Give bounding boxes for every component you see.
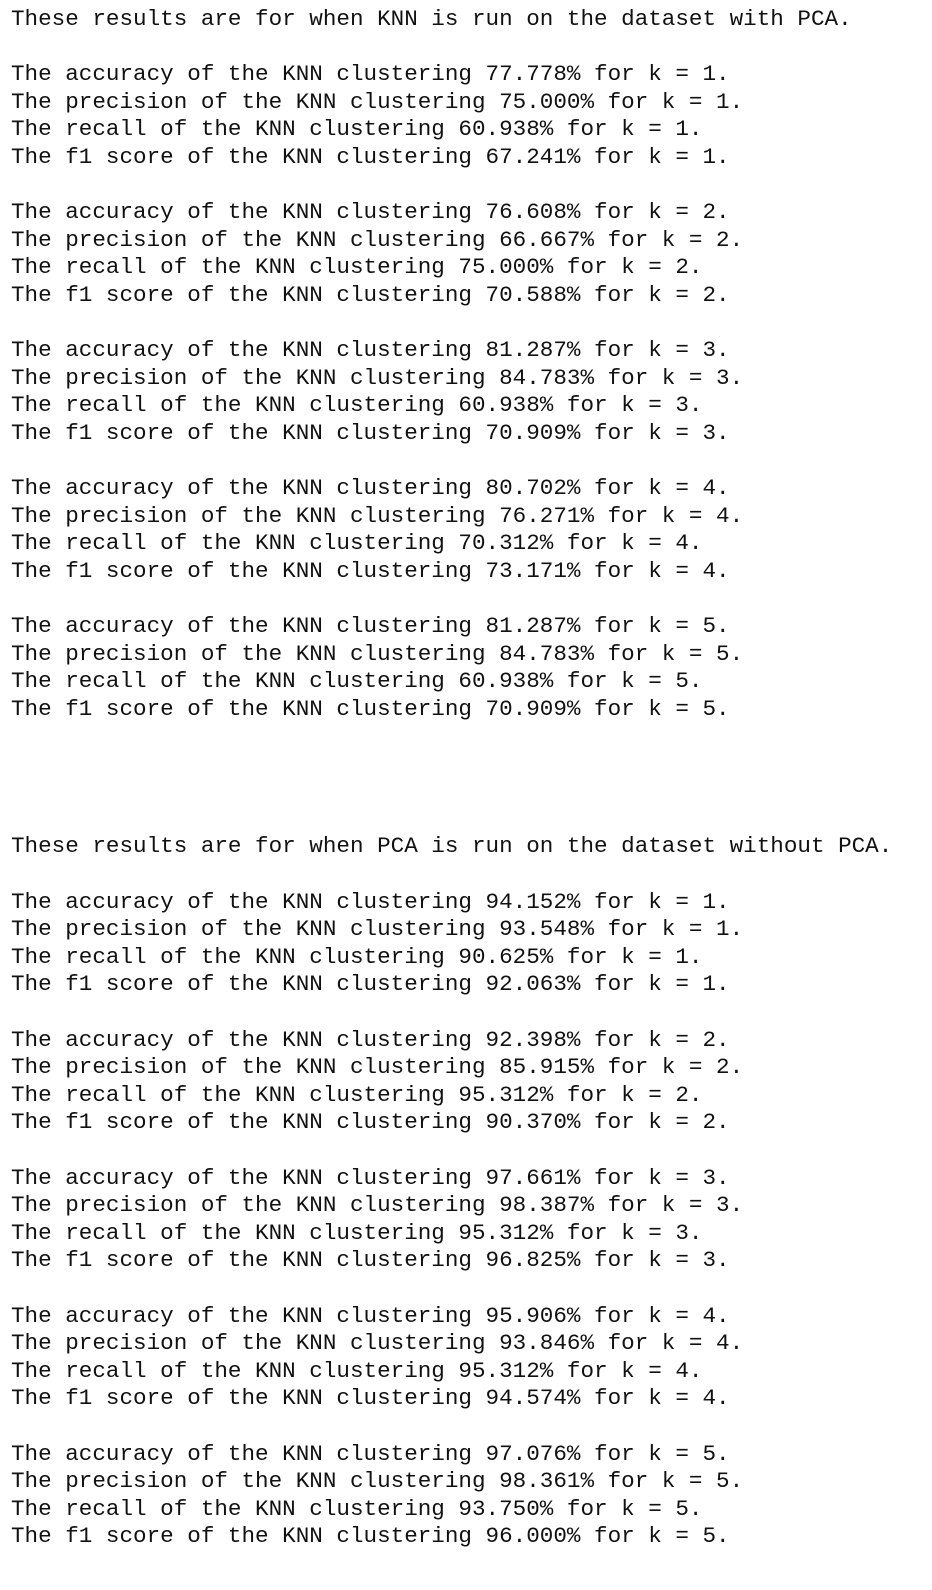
metric-group: The accuracy of the KNN clustering 81.28… <box>11 337 932 447</box>
output-line: The f1 score of the KNN clustering 96.00… <box>11 1523 730 1550</box>
output-line: The recall of the KNN clustering 90.625%… <box>11 943 703 970</box>
output-line: The recall of the KNN clustering 95.312%… <box>11 1219 703 1246</box>
output-line: The f1 score of the KNN clustering 70.90… <box>11 695 730 722</box>
output-line: The recall of the KNN clustering 95.312%… <box>11 1081 703 1108</box>
output-line: The f1 score of the KNN clustering 73.17… <box>11 557 730 584</box>
output-line: The recall of the KNN clustering 60.938%… <box>11 116 703 143</box>
section-header: These results are for when KNN is run on… <box>11 6 852 32</box>
output-line: The precision of the KNN clustering 66.6… <box>11 226 744 253</box>
output-line: The f1 score of the KNN clustering 90.37… <box>11 1109 730 1136</box>
output-line: The accuracy of the KNN clustering 81.28… <box>11 613 730 640</box>
results-section: These results are for when PCA is run on… <box>11 833 932 1550</box>
output-line: The precision of the KNN clustering 76.2… <box>11 502 744 529</box>
section-header: These results are for when PCA is run on… <box>11 833 893 860</box>
output-line: The recall of the KNN clustering 95.312%… <box>11 1357 703 1384</box>
output-line: The f1 score of the KNN clustering 92.06… <box>11 971 730 998</box>
output-line: The accuracy of the KNN clustering 77.77… <box>11 61 730 88</box>
metric-group: The accuracy of the KNN clustering 97.07… <box>11 1441 932 1551</box>
output-line: The precision of the KNN clustering 98.3… <box>11 1468 744 1495</box>
metric-group: The accuracy of the KNN clustering 77.77… <box>11 61 932 171</box>
output-line: The f1 score of the KNN clustering 70.90… <box>11 419 730 446</box>
output-line: The accuracy of the KNN clustering 97.66… <box>11 1164 730 1191</box>
metric-group: The accuracy of the KNN clustering 94.15… <box>11 889 932 999</box>
output-line: The f1 score of the KNN clustering 96.82… <box>11 1247 730 1274</box>
metric-group: The accuracy of the KNN clustering 92.39… <box>11 1027 932 1137</box>
output-line: The f1 score of the KNN clustering 70.58… <box>11 281 730 308</box>
output-line: The precision of the KNN clustering 75.0… <box>11 88 744 115</box>
output-line: The precision of the KNN clustering 84.7… <box>11 364 744 391</box>
output-line: The accuracy of the KNN clustering 94.15… <box>11 888 730 915</box>
metric-group: The accuracy of the KNN clustering 95.90… <box>11 1303 932 1413</box>
output-line: The precision of the KNN clustering 93.5… <box>11 916 744 943</box>
output-line: The accuracy of the KNN clustering 92.39… <box>11 1026 730 1053</box>
metric-group: The accuracy of the KNN clustering 97.66… <box>11 1165 932 1275</box>
output-line: The precision of the KNN clustering 85.9… <box>11 1054 744 1081</box>
output-line: The recall of the KNN clustering 75.000%… <box>11 254 703 281</box>
output-line: The accuracy of the KNN clustering 76.60… <box>11 199 730 226</box>
output-line: The precision of the KNN clustering 98.3… <box>11 1192 744 1219</box>
output-line: The precision of the KNN clustering 93.8… <box>11 1330 744 1357</box>
metric-group: The accuracy of the KNN clustering 80.70… <box>11 475 932 585</box>
output-line: The recall of the KNN clustering 60.938%… <box>11 668 703 695</box>
output-line: The recall of the KNN clustering 93.750%… <box>11 1495 703 1522</box>
output-line: The accuracy of the KNN clustering 80.70… <box>11 475 730 502</box>
output-line: The accuracy of the KNN clustering 97.07… <box>11 1440 730 1467</box>
output-line: The accuracy of the KNN clustering 81.28… <box>11 337 730 364</box>
output-line: The precision of the KNN clustering 84.7… <box>11 640 744 667</box>
output-line: The recall of the KNN clustering 70.312%… <box>11 530 703 557</box>
output-line: The accuracy of the KNN clustering 95.90… <box>11 1302 730 1329</box>
output-line: The recall of the KNN clustering 60.938%… <box>11 392 703 419</box>
results-section: These results are for when KNN is run on… <box>11 6 932 723</box>
metric-group: The accuracy of the KNN clustering 76.60… <box>11 199 932 309</box>
output-line: The f1 score of the KNN clustering 67.24… <box>11 143 730 170</box>
output-line: The f1 score of the KNN clustering 94.57… <box>11 1385 730 1412</box>
metric-group: The accuracy of the KNN clustering 81.28… <box>11 613 932 723</box>
